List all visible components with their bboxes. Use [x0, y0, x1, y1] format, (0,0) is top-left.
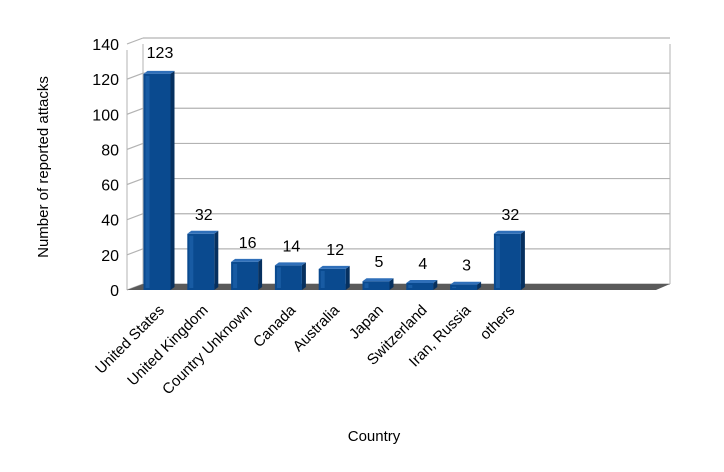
- bar-top: [406, 279, 438, 283]
- bar-side: [477, 281, 482, 290]
- bar-top: [493, 230, 525, 234]
- bar-side: [301, 262, 306, 290]
- bar-highlight: [495, 235, 500, 288]
- data-label: 4: [418, 256, 427, 273]
- bar-highlight: [145, 75, 150, 288]
- gridline-side: [126, 37, 144, 45]
- data-label: 32: [195, 207, 213, 224]
- bar-top: [274, 262, 306, 266]
- bar-side: [433, 279, 438, 290]
- bar-top: [143, 70, 175, 74]
- bar-highlight: [189, 235, 194, 288]
- x-category-label: Japan: [346, 302, 387, 343]
- bar: [318, 265, 350, 290]
- bar: [231, 258, 263, 290]
- bar-top: [362, 278, 394, 282]
- bar-highlight: [276, 267, 281, 288]
- bar-side: [520, 230, 525, 290]
- bar-highlight: [364, 283, 369, 288]
- data-label: 123: [147, 45, 174, 62]
- bar: [406, 279, 438, 290]
- x-axis-title: Country: [348, 428, 401, 445]
- bar-top: [187, 230, 219, 234]
- gridline-side: [126, 248, 144, 256]
- chart-floor: [127, 284, 670, 290]
- bar-front: [406, 282, 434, 290]
- data-label: 32: [502, 207, 520, 224]
- bar-top: [231, 258, 263, 262]
- bar-side: [170, 70, 175, 290]
- y-tick-label: 80: [101, 142, 119, 159]
- bar-highlight: [408, 284, 413, 288]
- data-label: 16: [239, 235, 257, 252]
- bar-side: [389, 278, 394, 290]
- data-label: 14: [283, 238, 301, 255]
- y-tick-label: 100: [92, 107, 119, 124]
- bar-front: [362, 281, 390, 290]
- bar-top: [318, 265, 350, 269]
- y-tick-label: 40: [101, 213, 119, 230]
- bar-highlight: [320, 270, 325, 288]
- data-label: 3: [462, 258, 471, 275]
- gridline-side: [126, 72, 144, 80]
- data-label: 5: [375, 254, 384, 271]
- bar: [493, 230, 525, 290]
- y-tick-label: 0: [110, 283, 119, 300]
- bar-top: [450, 281, 482, 285]
- y-tick-label: 60: [101, 178, 119, 195]
- y-tick-label: 20: [101, 248, 119, 265]
- y-tick-label: 140: [92, 37, 119, 54]
- gridlines: [126, 37, 671, 291]
- y-axis: 0 20 40 60 80 100 120 140: [92, 37, 119, 300]
- bar: [362, 278, 394, 290]
- data-labels: 123 32 16 14 12 5 4 3 32: [147, 45, 520, 275]
- gridline-side: [126, 142, 144, 150]
- bar-front: [318, 268, 346, 290]
- bar: [274, 262, 306, 290]
- bar-side: [345, 265, 350, 290]
- gridline-side: [126, 178, 144, 186]
- gridline-side: [126, 213, 144, 221]
- x-category-label: others: [477, 302, 519, 344]
- bar-highlight: [452, 286, 457, 288]
- bars: [143, 70, 525, 290]
- bar: [187, 230, 219, 290]
- bar-side: [258, 258, 263, 290]
- y-tick-label: 120: [92, 72, 119, 89]
- x-category-label: Australia: [290, 301, 344, 355]
- gridline-side: [126, 107, 144, 115]
- bar-front: [450, 284, 478, 290]
- bar: [450, 281, 482, 290]
- bar-highlight: [233, 263, 238, 288]
- data-label: 12: [326, 242, 344, 259]
- bar-side: [214, 230, 219, 290]
- bar: [143, 70, 175, 290]
- y-axis-title: Number of reported attacks: [35, 76, 52, 258]
